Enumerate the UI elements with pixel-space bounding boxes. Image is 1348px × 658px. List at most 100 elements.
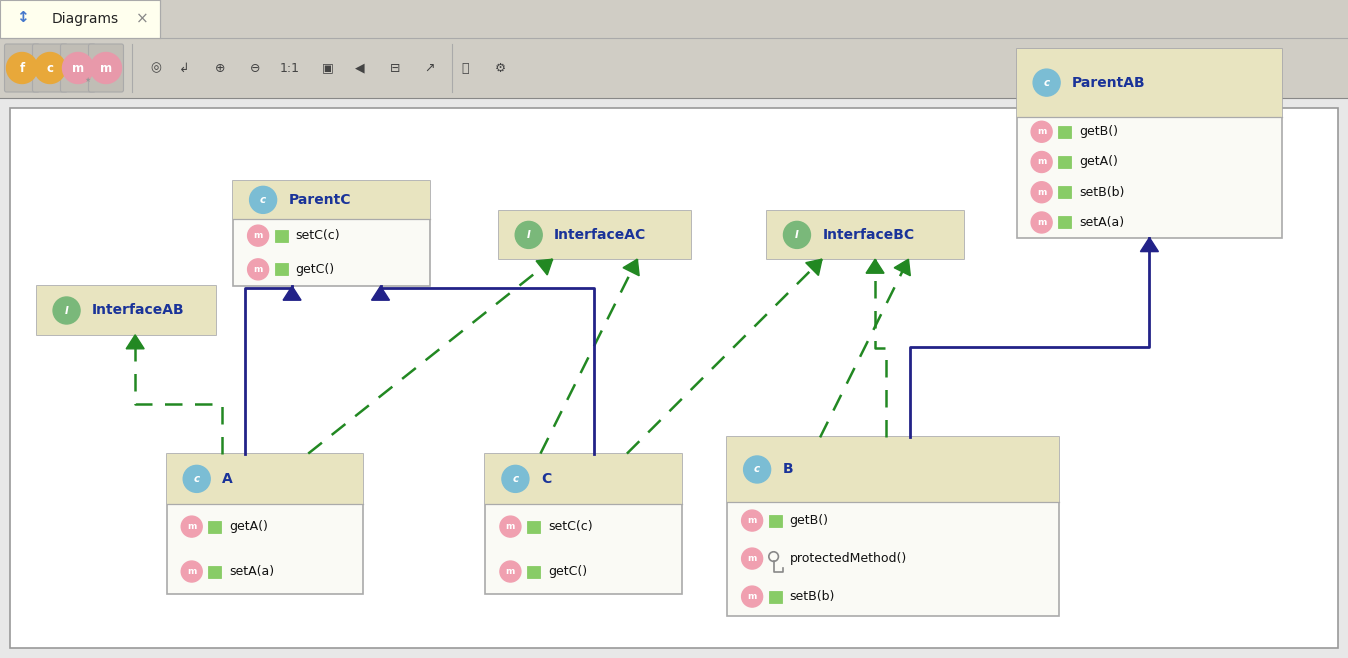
Circle shape xyxy=(35,53,66,84)
Text: m: m xyxy=(1037,188,1046,197)
FancyBboxPatch shape xyxy=(36,286,216,335)
FancyBboxPatch shape xyxy=(527,565,541,578)
Circle shape xyxy=(1031,212,1053,233)
FancyBboxPatch shape xyxy=(1016,49,1282,238)
Text: c: c xyxy=(754,465,760,474)
FancyBboxPatch shape xyxy=(768,515,782,526)
Text: ⚙: ⚙ xyxy=(495,61,506,74)
Text: ◀: ◀ xyxy=(355,61,365,74)
Text: m: m xyxy=(747,516,756,525)
FancyBboxPatch shape xyxy=(499,211,692,259)
Text: ParentC: ParentC xyxy=(288,193,350,207)
Text: InterfaceBC: InterfaceBC xyxy=(822,228,914,242)
Text: setC(c): setC(c) xyxy=(295,229,340,242)
Polygon shape xyxy=(623,259,639,276)
FancyBboxPatch shape xyxy=(727,438,1060,616)
Polygon shape xyxy=(537,259,553,275)
Text: f: f xyxy=(19,61,24,74)
FancyBboxPatch shape xyxy=(1016,49,1282,116)
Text: 1:1: 1:1 xyxy=(280,61,301,74)
Text: m: m xyxy=(253,231,263,240)
Circle shape xyxy=(248,259,268,280)
Text: B: B xyxy=(783,463,793,476)
Circle shape xyxy=(741,548,763,569)
Circle shape xyxy=(62,53,93,84)
FancyBboxPatch shape xyxy=(499,211,692,259)
FancyBboxPatch shape xyxy=(36,286,216,335)
Polygon shape xyxy=(127,335,144,349)
Text: setC(c): setC(c) xyxy=(547,520,593,533)
Text: ⬛: ⬛ xyxy=(461,61,469,74)
Text: Diagrams: Diagrams xyxy=(53,12,119,26)
Text: m: m xyxy=(1037,157,1046,166)
Text: m: m xyxy=(506,567,515,576)
Text: getB(): getB() xyxy=(790,514,829,527)
Circle shape xyxy=(181,561,202,582)
FancyBboxPatch shape xyxy=(0,38,1348,98)
Text: m: m xyxy=(1037,218,1046,227)
Text: I: I xyxy=(795,230,799,240)
Text: ↲: ↲ xyxy=(179,61,189,74)
Text: m: m xyxy=(747,592,756,601)
Text: ↕: ↕ xyxy=(16,9,28,24)
Text: I: I xyxy=(65,305,69,315)
Text: A: A xyxy=(222,472,233,486)
Text: protectedMethod(): protectedMethod() xyxy=(790,552,907,565)
Circle shape xyxy=(183,465,210,492)
Circle shape xyxy=(741,586,763,607)
Text: m: m xyxy=(187,567,197,576)
Text: m: m xyxy=(747,554,756,563)
Text: c: c xyxy=(194,474,200,484)
FancyBboxPatch shape xyxy=(527,520,541,532)
FancyBboxPatch shape xyxy=(89,44,124,92)
Circle shape xyxy=(741,510,763,531)
Text: getC(): getC() xyxy=(547,565,586,578)
FancyBboxPatch shape xyxy=(767,211,964,259)
FancyBboxPatch shape xyxy=(61,44,96,92)
Circle shape xyxy=(1031,182,1053,203)
Text: m: m xyxy=(253,265,263,274)
FancyBboxPatch shape xyxy=(1058,186,1072,198)
Text: ⊟: ⊟ xyxy=(390,61,400,74)
Text: getA(): getA() xyxy=(229,520,268,533)
Text: m: m xyxy=(100,61,112,74)
FancyBboxPatch shape xyxy=(208,520,221,532)
Circle shape xyxy=(744,456,771,483)
FancyBboxPatch shape xyxy=(767,211,964,259)
FancyBboxPatch shape xyxy=(9,108,1339,648)
FancyBboxPatch shape xyxy=(167,453,363,504)
Text: setA(a): setA(a) xyxy=(1080,216,1124,229)
Text: InterfaceAC: InterfaceAC xyxy=(554,228,647,242)
Circle shape xyxy=(181,516,202,537)
Text: ⊕: ⊕ xyxy=(214,61,225,74)
Circle shape xyxy=(1031,121,1053,142)
FancyBboxPatch shape xyxy=(1058,156,1072,168)
Text: ▣: ▣ xyxy=(322,61,334,74)
Text: ParentAB: ParentAB xyxy=(1072,76,1146,89)
Circle shape xyxy=(500,516,520,537)
Text: setB(b): setB(b) xyxy=(1080,186,1124,199)
FancyBboxPatch shape xyxy=(485,453,682,504)
Circle shape xyxy=(1031,151,1053,172)
Text: c: c xyxy=(1043,78,1050,88)
Circle shape xyxy=(7,53,38,84)
Circle shape xyxy=(515,221,542,249)
Text: m: m xyxy=(71,61,84,74)
Polygon shape xyxy=(865,259,884,273)
Circle shape xyxy=(1033,69,1060,96)
Polygon shape xyxy=(806,259,822,276)
Text: getC(): getC() xyxy=(295,263,334,276)
FancyBboxPatch shape xyxy=(4,44,39,92)
Text: getB(): getB() xyxy=(1080,125,1117,138)
Circle shape xyxy=(248,225,268,246)
FancyBboxPatch shape xyxy=(275,263,287,275)
Text: ⊖: ⊖ xyxy=(249,61,260,74)
Circle shape xyxy=(90,53,121,84)
Text: C: C xyxy=(541,472,551,486)
Polygon shape xyxy=(894,259,910,276)
FancyBboxPatch shape xyxy=(0,0,1348,38)
Circle shape xyxy=(249,186,276,213)
FancyBboxPatch shape xyxy=(32,44,67,92)
Text: getA(): getA() xyxy=(1080,155,1117,168)
Text: c: c xyxy=(46,61,54,74)
